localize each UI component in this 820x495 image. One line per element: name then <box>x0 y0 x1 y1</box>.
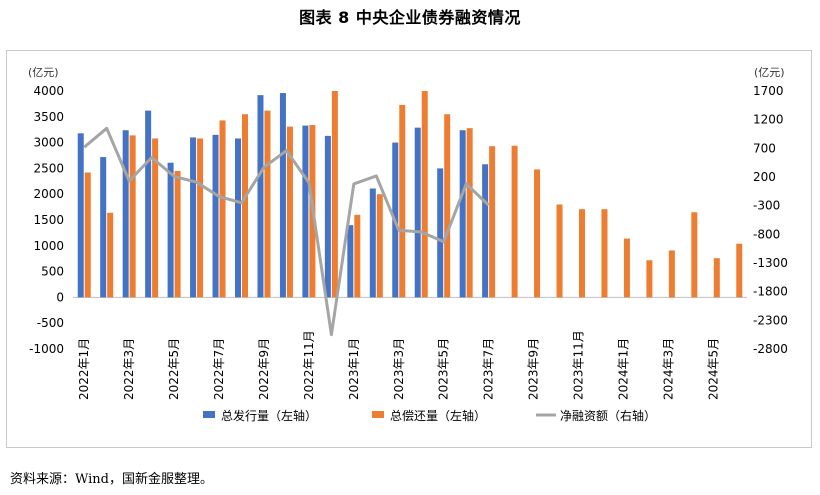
legend-label: 总发行量（左轴） <box>221 408 317 423</box>
repayment-bar <box>129 135 136 298</box>
x-tick-label: 2022年7月 <box>212 338 226 400</box>
x-tick-label: 2022年9月 <box>257 338 271 400</box>
source-note: 资料来源：Wind，国新金服整理。 <box>10 472 213 487</box>
issuance-bar <box>347 225 354 298</box>
right-tick-label: 200 <box>753 170 776 184</box>
repayment-bar <box>466 128 473 298</box>
repayment-bar <box>174 170 181 298</box>
left-tick-label: 1500 <box>33 213 64 227</box>
repayment-bar <box>623 238 630 298</box>
left-axis-unit: (亿元) <box>28 66 59 79</box>
repayment-bar <box>646 260 653 298</box>
issuance-bar <box>369 188 376 298</box>
x-tick-label: 2024年3月 <box>661 338 675 400</box>
issuance-bar <box>190 137 197 298</box>
repayment-bar <box>264 110 271 298</box>
repayment-bar <box>691 212 698 298</box>
issuance-bar <box>459 130 466 298</box>
right-tick-label: -800 <box>753 227 780 241</box>
repayment-bar <box>84 172 91 298</box>
issuance-bar <box>122 130 129 298</box>
right-tick-label: -2800 <box>753 342 788 356</box>
repayment-bar <box>354 214 361 298</box>
repayment-bar <box>242 114 248 298</box>
chart-title: 图表 8 中央企业债券融资情况 <box>299 8 521 27</box>
repayment-bar <box>444 114 451 298</box>
repayment-bar <box>668 250 675 298</box>
right-tick-label: 700 <box>753 141 776 155</box>
right-tick-label: -300 <box>753 199 780 213</box>
repayment-bar <box>399 104 406 298</box>
legend-swatch <box>203 411 215 418</box>
issuance-bar <box>279 93 286 298</box>
issuance-bar <box>145 110 152 298</box>
repayment-bar <box>197 138 204 298</box>
x-tick-label: 2022年11月 <box>302 330 316 400</box>
left-tick-label: -1000 <box>29 342 64 356</box>
net-financing-line <box>83 126 490 337</box>
issuance-bar <box>482 164 489 298</box>
chart-frame <box>6 50 812 448</box>
legend-label: 总偿还量（左轴） <box>390 408 486 423</box>
left-tick-label: 2000 <box>33 187 64 201</box>
x-tick-label: 2022年3月 <box>122 338 136 400</box>
left-tick-label: 500 <box>41 265 64 279</box>
left-tick-label: 0 <box>56 290 64 304</box>
issuance-bar <box>257 95 264 298</box>
x-tick-label: 2022年5月 <box>167 338 181 400</box>
issuance-bar <box>302 125 309 298</box>
legend-swatch <box>372 411 384 418</box>
repayment-bar <box>286 126 293 298</box>
right-tick-label: -1800 <box>753 285 788 299</box>
left-tick-label: 4000 <box>33 84 64 98</box>
left-tick-label: 3500 <box>33 110 64 124</box>
left-tick-label: 1000 <box>33 239 64 253</box>
right-tick-label: 1200 <box>753 113 784 127</box>
x-tick-label: 2023年11月 <box>572 330 586 400</box>
repayment-bar <box>152 138 159 298</box>
x-tick-label: 2024年1月 <box>616 338 630 400</box>
repayment-bar <box>331 91 338 298</box>
issuance-bar <box>167 162 174 298</box>
x-tick-label: 2024年5月 <box>706 338 720 400</box>
issuance-bar <box>212 134 219 298</box>
issuance-bar <box>77 133 84 298</box>
repayment-bar <box>579 209 585 298</box>
right-tick-label: -2300 <box>753 313 788 327</box>
repayment-bar <box>556 204 563 298</box>
x-tick-label: 2023年1月 <box>347 338 361 400</box>
left-tick-label: -500 <box>37 316 64 330</box>
repayment-bar <box>713 258 720 298</box>
x-tick-label: 2023年3月 <box>392 338 406 400</box>
issuance-bar <box>324 135 331 298</box>
issuance-bar <box>414 127 421 298</box>
right-axis-unit: (亿元) <box>754 66 785 79</box>
repayment-bar <box>511 145 518 298</box>
repayment-bar <box>376 194 383 298</box>
x-tick-label: 2023年5月 <box>437 338 451 400</box>
repayment-bar <box>107 212 114 298</box>
repayment-bar <box>489 146 496 298</box>
right-tick-label: -1300 <box>753 256 788 270</box>
x-tick-label: 2023年9月 <box>527 338 541 400</box>
issuance-bar <box>235 138 241 298</box>
issuance-bar <box>100 157 107 298</box>
left-tick-label: 3000 <box>33 136 64 150</box>
repayment-bar <box>736 243 743 298</box>
legend-label: 净融资额（右轴） <box>560 408 656 423</box>
repayment-bar <box>421 91 428 298</box>
right-tick-label: 1700 <box>753 84 784 98</box>
issuance-bar <box>437 168 444 298</box>
repayment-bar <box>219 120 226 298</box>
x-tick-label: 2023年7月 <box>482 338 496 400</box>
repayment-bar <box>534 169 541 298</box>
x-tick-label: 2022年1月 <box>77 338 91 400</box>
left-tick-label: 2500 <box>33 161 64 175</box>
repayment-bar <box>601 209 608 298</box>
